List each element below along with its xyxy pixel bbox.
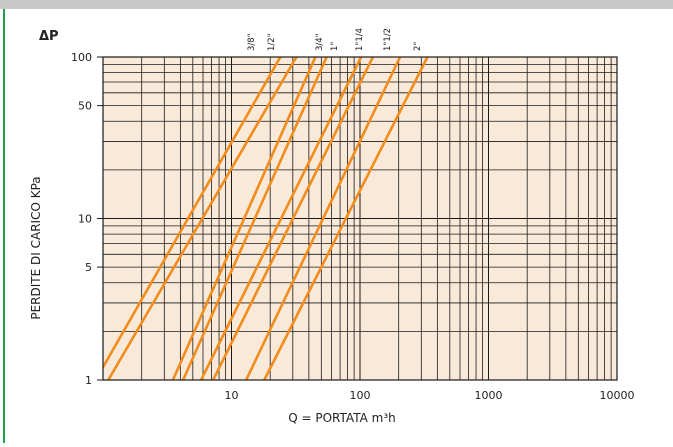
- plot-frame: [102, 56, 618, 381]
- pressure-curve: [171, 57, 317, 380]
- pressure-curve: [211, 57, 375, 380]
- curve-labels: 3/8" 1/2" 3/4" 1" 1"1/4 1"1/2 2": [247, 28, 423, 51]
- pressure-curve: [199, 57, 363, 380]
- x-tick-label: 10000: [600, 389, 635, 402]
- y-axis-title: PERDITE DI CARICO KPa: [29, 176, 43, 319]
- curve-label: 2": [413, 42, 423, 51]
- delta-p-label: ΔP: [39, 29, 59, 44]
- curve-label: 3/8": [247, 33, 257, 51]
- x-tick-labels: 10 100 1000 10000: [225, 389, 635, 402]
- curve-label: 1/2": [267, 33, 277, 51]
- accent-line: [3, 9, 5, 443]
- pressure-curve: [103, 57, 282, 369]
- y-tick-label: 1: [85, 374, 92, 387]
- curve-label: 1": [330, 42, 340, 51]
- pressure-curve: [107, 57, 298, 380]
- curve-label: 1"1/4: [355, 28, 365, 51]
- pressure-curve: [181, 57, 328, 380]
- x-tick-label: 10: [225, 389, 239, 402]
- y-tick-label: 50: [78, 100, 92, 113]
- grid-lines: [97, 56, 617, 381]
- x-tick-label: 1000: [475, 389, 503, 402]
- pressure-curve: [263, 57, 429, 380]
- y-tick-labels: 1 5 10 50 100: [71, 51, 92, 387]
- y-tick-label: 100: [71, 51, 92, 64]
- y-tick-label: 5: [85, 261, 92, 274]
- x-tick-label: 100: [350, 389, 371, 402]
- pressure-curve: [244, 57, 402, 380]
- y-tick-label: 10: [78, 213, 92, 226]
- curve-label: 1"1/2: [383, 28, 393, 51]
- x-axis-title: Q = PORTATA m³h: [288, 411, 395, 425]
- top-bar: [0, 0, 673, 9]
- curve-label: 3/4": [315, 33, 325, 51]
- curves: [103, 57, 429, 380]
